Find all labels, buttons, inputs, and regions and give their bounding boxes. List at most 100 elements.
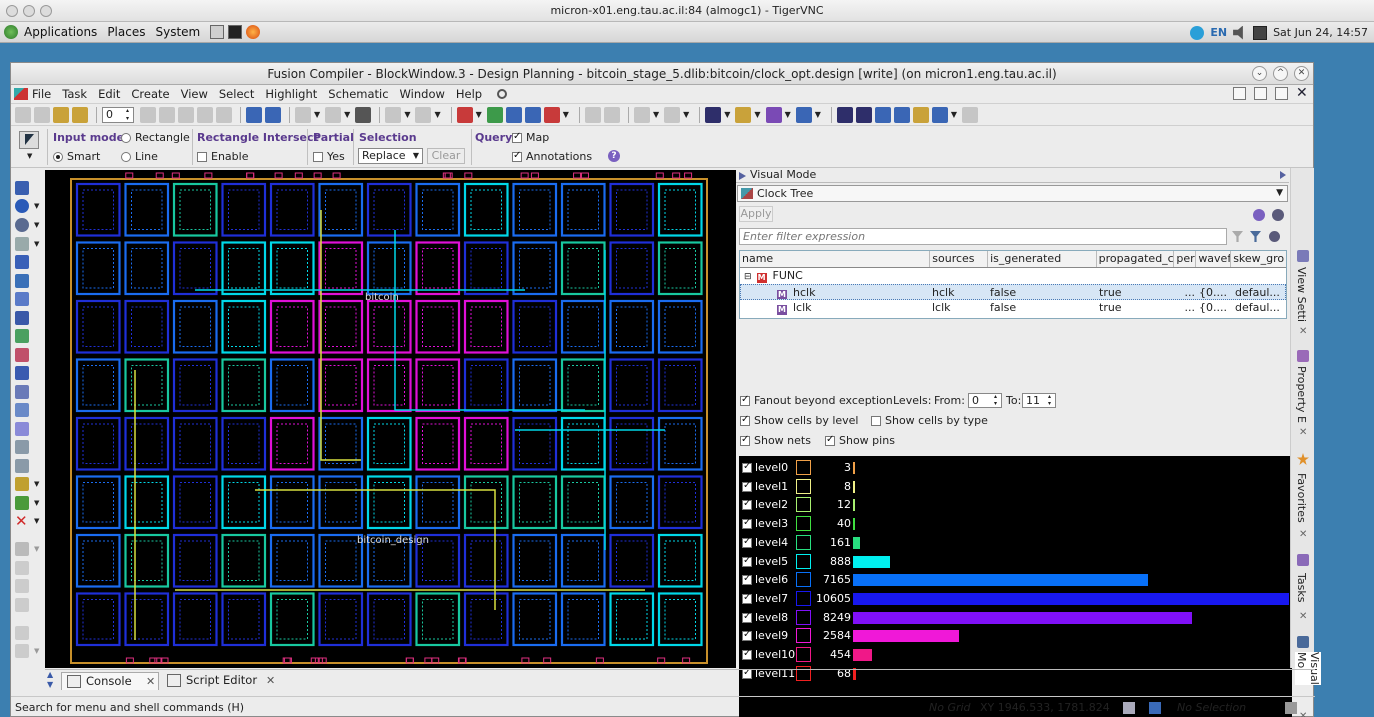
tab-console[interactable]: Console ✕ (61, 672, 159, 690)
lock-icon[interactable] (15, 542, 29, 556)
tab-tasks[interactable]: Tasks (1295, 573, 1308, 603)
apply-button[interactable]: Apply (739, 206, 773, 222)
filter-icon[interactable] (1250, 231, 1261, 242)
tree-row-func[interactable]: ⊟ M FUNC (744, 269, 803, 283)
box-tool-icon[interactable] (15, 644, 29, 658)
zoom-icon[interactable] (15, 218, 29, 232)
find-icon[interactable] (603, 106, 620, 123)
menu-schematic[interactable]: Schematic (328, 87, 389, 101)
menu-select[interactable]: Select (218, 87, 255, 101)
tile-window-icon[interactable] (1233, 87, 1246, 100)
tab-favorites[interactable]: Favorites (1295, 473, 1308, 523)
visual-mode-select[interactable]: Clock Tree (737, 185, 1288, 202)
array-icon[interactable] (15, 440, 29, 454)
col-is-generated[interactable]: is_generated (988, 251, 1097, 267)
align-icon[interactable] (178, 106, 194, 123)
copy-cells-icon[interactable] (15, 403, 29, 417)
link-icon[interactable] (15, 422, 29, 436)
layer-tool-icon[interactable] (15, 626, 29, 640)
restore-window-icon[interactable] (1254, 87, 1267, 100)
gear-chip-icon[interactable] (855, 106, 872, 123)
info-icon[interactable] (15, 199, 29, 213)
level-color-swatch[interactable] (796, 590, 811, 606)
level-checkbox[interactable] (742, 629, 752, 642)
level-color-swatch[interactable] (796, 534, 811, 550)
partial-yes-checkbox[interactable]: Yes (313, 150, 345, 163)
level-checkbox[interactable] (742, 592, 752, 604)
enable-checkbox[interactable]: Enable (197, 150, 248, 163)
toolbar-spin-input[interactable]: 0 (102, 106, 134, 123)
level-color-swatch[interactable] (796, 665, 811, 681)
places-menu[interactable]: Places (107, 25, 146, 39)
menu-view[interactable]: View (180, 87, 208, 101)
distribute-icon[interactable] (15, 329, 29, 343)
close-favorites-icon[interactable]: ✕ (1299, 529, 1308, 540)
tab-view-settings[interactable]: View Setti (1295, 267, 1308, 323)
open-folder-icon[interactable] (246, 106, 262, 123)
help-icon[interactable] (1253, 209, 1265, 221)
undo-icon[interactable] (633, 106, 650, 123)
message-icon[interactable] (705, 106, 722, 123)
list-icon[interactable] (159, 106, 175, 123)
annotations-checkbox[interactable]: Annotations (512, 150, 592, 163)
detach-window-icon[interactable] (1275, 87, 1288, 100)
unlock-icon[interactable] (15, 561, 29, 575)
level-checkbox[interactable] (742, 611, 752, 623)
split-icon[interactable] (15, 348, 29, 362)
tree-collapse-icon[interactable]: ⊟ (744, 272, 752, 282)
layout-canvas[interactable]: bitcoin bitcoin_design (45, 170, 736, 668)
keyboard-layout[interactable]: EN (1210, 26, 1228, 39)
telegram-tray-icon[interactable] (1190, 25, 1205, 40)
close-view-settings-icon[interactable]: ✕ (1299, 326, 1308, 337)
redo-icon[interactable] (664, 106, 681, 123)
level-color-swatch[interactable] (796, 516, 811, 532)
level-checkbox[interactable] (742, 555, 752, 567)
menu-help[interactable]: Help (455, 87, 483, 101)
smart-radio[interactable]: Smart (53, 150, 100, 163)
selection-arrow-icon[interactable] (19, 131, 39, 149)
expand-down-icon[interactable]: ▼ (47, 680, 54, 689)
layer-icon[interactable] (795, 106, 812, 123)
level-checkbox[interactable] (742, 498, 752, 511)
tab-visual-mode[interactable]: Visual Mo (1295, 652, 1321, 685)
show-pins-checkbox[interactable]: Show pins (825, 434, 895, 447)
level-color-swatch[interactable] (796, 553, 811, 569)
pulse-icon[interactable] (15, 366, 29, 380)
tab-property-editor[interactable]: Property E (1295, 366, 1308, 423)
tab-script-editor[interactable]: Script Editor ✕ (162, 672, 280, 690)
pen-status-icon[interactable] (1123, 702, 1135, 714)
chart-tool-icon[interactable] (15, 477, 29, 491)
power-icon[interactable] (912, 106, 929, 123)
clock[interactable]: Sat Jun 24, 14:57 (1273, 26, 1368, 39)
delete-tool-icon[interactable]: ✕ (15, 512, 28, 530)
system-menu[interactable]: System (155, 25, 201, 39)
group-icon[interactable] (15, 385, 29, 399)
col-propagated[interactable]: propagated_cl (1098, 251, 1175, 267)
open-lib-icon[interactable] (53, 106, 69, 123)
cells-icon[interactable] (765, 106, 782, 123)
close-button[interactable]: ✕ (1294, 66, 1309, 81)
to-level-spinner[interactable]: 11 (1022, 393, 1056, 408)
close-property-icon[interactable]: ✕ (1299, 427, 1308, 438)
flip-icon[interactable] (15, 292, 29, 306)
pencil-icon[interactable] (295, 106, 311, 123)
gear-icon[interactable] (1272, 209, 1284, 221)
col-name[interactable]: name (740, 251, 931, 267)
select-tool-icon[interactable] (140, 106, 156, 123)
gui-icon[interactable] (836, 106, 853, 123)
layout-view[interactable] (45, 170, 736, 668)
misc-icon[interactable] (962, 106, 979, 123)
menu-search-icon[interactable] (497, 89, 508, 99)
col-period[interactable]: per (1176, 251, 1197, 267)
timing-icon[interactable] (505, 106, 522, 123)
ruler-icon[interactable] (15, 237, 29, 251)
menu-task[interactable]: Task (62, 87, 88, 101)
placement-icon[interactable] (931, 106, 948, 123)
route-icon[interactable] (385, 106, 402, 123)
close-tasks-icon[interactable]: ✕ (1299, 611, 1308, 622)
open-block-icon[interactable] (72, 106, 88, 123)
filter-input[interactable]: Enter filter expression (739, 228, 1227, 245)
firefox-launcher-icon[interactable] (246, 25, 261, 39)
close-blockwindow-icon[interactable]: ✕ (1296, 85, 1308, 101)
level-color-swatch[interactable] (796, 572, 811, 588)
